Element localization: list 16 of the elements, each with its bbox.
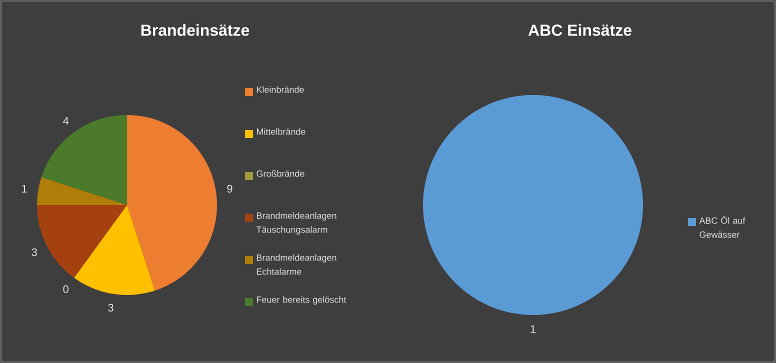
chart-title: ABC Einsätze [528, 24, 632, 36]
data-label: 4 [63, 117, 69, 125]
legend-label: Feuer bereits gelöscht [256, 296, 346, 305]
legend-label: Brandmeldeanlagen Echtalarme [256, 254, 336, 275]
data-label: 9 [227, 184, 232, 193]
legend-label: ABC Öl auf Gewässer [699, 216, 746, 238]
legend-label: Großbrände [256, 170, 304, 177]
legend-label: Brandmeldeanlagen Täuschungsalarm [256, 212, 336, 235]
legend-label: Kleinbrände [256, 86, 304, 93]
legend-label: Mittelbrände [256, 128, 306, 135]
data-label: 1 [22, 184, 27, 193]
chart-title: Brandeinsätze [141, 24, 250, 36]
data-label: 1 [530, 325, 536, 333]
data-label: 3 [108, 304, 114, 312]
data-label: 3 [32, 248, 37, 256]
text: 0 [63, 285, 68, 294]
